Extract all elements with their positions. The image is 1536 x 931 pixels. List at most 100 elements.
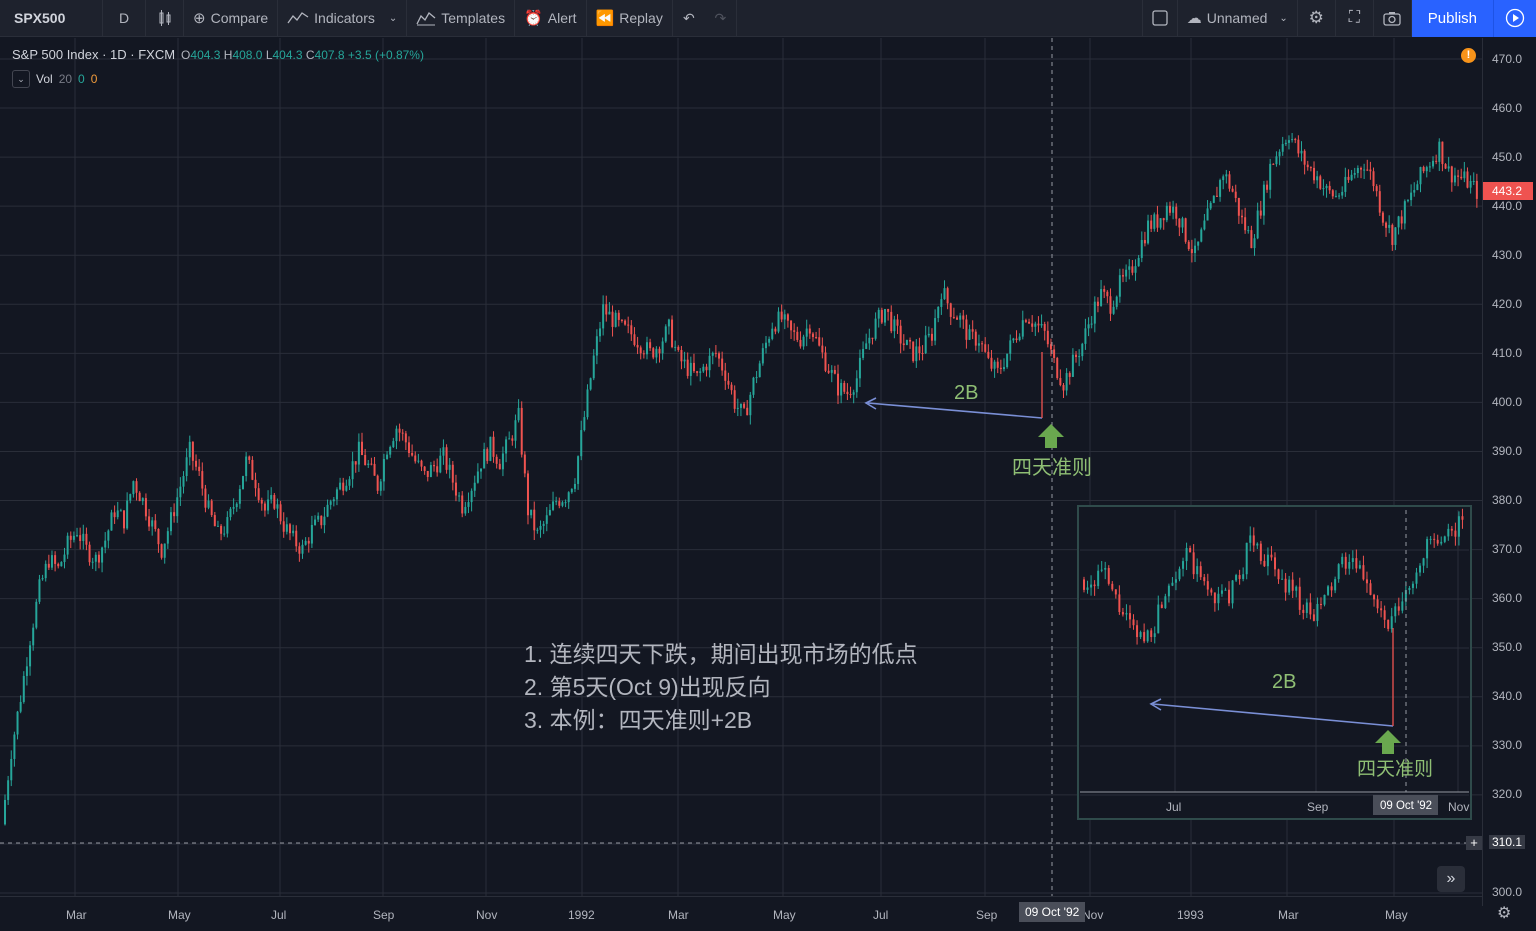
price-tick: 470.0 [1492, 52, 1523, 66]
undo-button[interactable]: ↶ [673, 0, 705, 37]
candle [1425, 167, 1428, 172]
candle [288, 524, 291, 534]
legend-title[interactable]: S&P 500 Index · 1D · FXCM [12, 47, 176, 62]
redo-button[interactable]: ↷ [705, 0, 737, 37]
candle [749, 394, 752, 416]
candle [19, 701, 22, 712]
candle [1475, 180, 1478, 199]
candle [699, 371, 702, 373]
candle [1237, 197, 1240, 216]
candle [50, 555, 53, 568]
candle [1383, 610, 1386, 620]
scroll-to-realtime-button[interactable]: » [1437, 866, 1465, 892]
candle [1185, 547, 1188, 562]
main-2b-label: 2B [954, 382, 978, 404]
candle [1331, 190, 1334, 197]
undo-icon: ↶ [682, 9, 695, 26]
candle [1206, 581, 1209, 590]
candle [423, 466, 426, 471]
candle [1134, 266, 1137, 273]
candle [915, 346, 918, 362]
candle [1269, 163, 1272, 190]
settings-button[interactable]: ⚙ [1298, 0, 1336, 37]
candle [896, 319, 899, 326]
price-tick: 400.0 [1492, 395, 1523, 409]
candle [476, 471, 479, 483]
candle [279, 504, 282, 522]
candle [1225, 174, 1228, 177]
price-axis[interactable]: ! 470.0 460.0 450.0 440.0 430.0 420.0 41… [1461, 38, 1536, 906]
candle [88, 544, 91, 563]
warning-icon[interactable]: ! [1461, 48, 1476, 63]
candle [1400, 216, 1403, 224]
time-axis[interactable]: Mar May Jul Sep Nov 1992 Mar May Jul Sep… [0, 896, 1482, 931]
price-tick: 340.0 [1492, 689, 1523, 703]
candle [1182, 561, 1185, 569]
candle [169, 512, 172, 532]
candle [1150, 630, 1153, 637]
snapshot-button[interactable] [1374, 0, 1412, 37]
low-value: 404.3 [272, 48, 303, 62]
candle [1372, 171, 1375, 187]
candle [470, 490, 473, 503]
price-chart[interactable]: 2B 四天准则 2B 四天准则 Jul Sep 09 Oct '92 Nov [0, 38, 1482, 896]
chevron-down-icon: ⌄ [1279, 12, 1288, 24]
candle [1253, 238, 1256, 249]
publish-button[interactable]: Publish [1411, 0, 1493, 37]
fullscreen-button[interactable]: ⛶ [1336, 0, 1374, 37]
indicators-label: Indicators [314, 10, 375, 26]
candle [952, 316, 955, 318]
candle [1406, 200, 1409, 202]
candle [912, 341, 915, 362]
candle [1330, 586, 1333, 591]
candle [655, 348, 658, 358]
fullscreen-icon: ⛶ [1348, 9, 1360, 26]
candle [1338, 195, 1341, 197]
axis-settings-gear-icon[interactable]: ⚙ [1497, 905, 1512, 922]
candle [1056, 357, 1059, 379]
candle [530, 509, 533, 516]
candle [918, 346, 921, 354]
candle [642, 353, 645, 355]
indicators-button[interactable]: Indicators ⌄ [278, 0, 408, 37]
publish-dropdown-button[interactable] [1493, 0, 1536, 37]
candle [1422, 558, 1425, 566]
vol-label[interactable]: Vol [36, 72, 53, 86]
indicators-icon [287, 12, 309, 24]
candle [1234, 191, 1237, 198]
candle [1397, 216, 1400, 228]
candle [777, 311, 780, 332]
candle [411, 452, 414, 456]
candle [473, 482, 476, 491]
candle [1428, 166, 1431, 168]
candle [342, 482, 345, 491]
price-tick: 390.0 [1492, 444, 1523, 458]
candle [1187, 241, 1190, 250]
note-line-3: 3. 本例：四天准则+2B [524, 707, 753, 733]
compare-button[interactable]: ⊕ Compare [184, 0, 279, 37]
symbol-search-button[interactable]: SPX500 [0, 0, 103, 37]
candle [1235, 575, 1238, 581]
layout-name-label: Unnamed [1206, 10, 1268, 26]
alert-button[interactable]: ⏰ Alert [515, 0, 587, 37]
candle [320, 515, 323, 526]
candle [943, 288, 946, 300]
candle [1081, 343, 1084, 357]
candle [1132, 619, 1135, 626]
layout-name-button[interactable]: ☁ Unnamed ⌄ [1178, 0, 1298, 37]
collapse-chevron-icon[interactable]: ⌄ [12, 70, 30, 88]
candle [7, 780, 10, 800]
templates-button[interactable]: Templates [407, 0, 516, 37]
select-layout-button[interactable] [1141, 0, 1178, 37]
chart-style-button[interactable] [146, 0, 184, 37]
candle [248, 456, 251, 460]
candle [909, 339, 912, 342]
replay-button[interactable]: ⏪ Replay [587, 0, 673, 37]
candle [1365, 579, 1368, 584]
candle [1323, 594, 1326, 605]
candle [448, 464, 451, 470]
candle [1093, 301, 1096, 324]
interval-button[interactable]: D [103, 0, 146, 37]
inset-arrow-label: 四天准则 [1357, 758, 1433, 780]
candle [458, 495, 461, 497]
